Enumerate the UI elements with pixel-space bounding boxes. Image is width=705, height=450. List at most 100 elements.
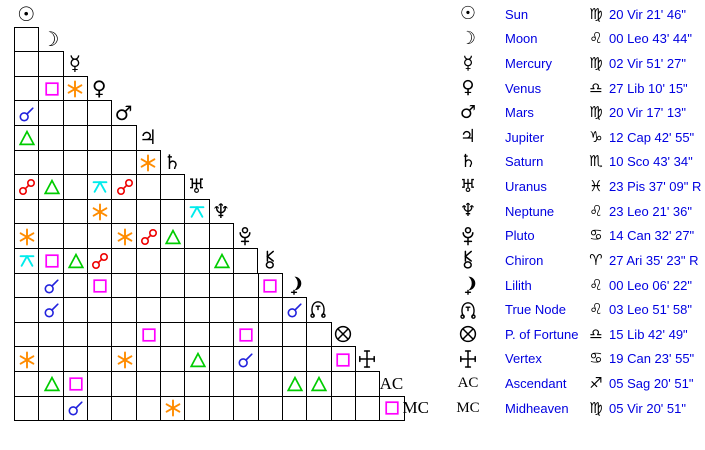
planet-name: Uranus — [505, 179, 547, 195]
empty-aspect-cell-pluto-moon — [38, 223, 64, 249]
planet-position: 05 Vir 20' 51" — [609, 400, 686, 416]
opposition-aspect-uranus-sun — [14, 174, 40, 200]
conjunction-aspect-mc-mercury — [62, 395, 89, 422]
uranus-icon: ♅ — [459, 175, 477, 197]
sextile-aspect-pluto-mars — [111, 223, 137, 249]
planet-row-sun: ☉ Sun ♍ 20 Vir 21' 46" — [453, 2, 701, 27]
trine-aspect-uranus-moon — [38, 174, 64, 200]
virgo-sign-icon: ♍ — [589, 398, 603, 417]
empty-aspect-cell-mc-sun — [14, 395, 40, 422]
scorpio-sign-icon: ♏ — [589, 152, 603, 171]
empty-aspect-cell-mc-chiron — [257, 395, 283, 422]
empty-aspect-cell-lilith-mercury — [62, 272, 89, 299]
empty-aspect-cell-ac-neptune — [208, 371, 235, 397]
empty-aspect-cell-neptune-mercury — [62, 198, 89, 225]
mc-icon: MC — [402, 398, 429, 418]
sextile-aspect-venus-mercury — [62, 75, 89, 102]
libra-sign-icon: ♎ — [589, 78, 603, 97]
planet-position: 27 Lib 10' 15" — [609, 80, 688, 96]
quincunx-aspect-chiron-sun — [14, 248, 40, 274]
venus-icon: ♀ — [91, 76, 107, 101]
empty-aspect-cell-ac-mars — [111, 371, 137, 397]
chiron-icon — [258, 248, 282, 273]
uranus-icon: ♅ — [187, 174, 206, 199]
trine-aspect-vertex-uranus — [184, 346, 210, 372]
trine-aspect-chiron-mercury — [62, 248, 89, 274]
planet-name: Pluto — [505, 228, 535, 244]
empty-aspect-cell-lilith-neptune — [208, 272, 235, 299]
venus-icon: ♀ — [461, 77, 475, 99]
conjunction-aspect-mars-sun — [14, 100, 40, 126]
empty-aspect-cell-pof-uranus — [184, 321, 210, 348]
planet-name: Saturn — [505, 154, 544, 170]
chiron-icon — [453, 250, 483, 270]
virgo-sign-icon: ♍ — [589, 103, 603, 122]
empty-aspect-cell-jupiter-mercury — [62, 125, 89, 151]
trine-aspect-chiron-neptune — [208, 248, 235, 274]
empty-aspect-cell-uranus-mercury — [62, 174, 89, 200]
trine-aspect-ac-moon — [38, 371, 64, 397]
empty-aspect-cell-truenode-mars — [111, 297, 137, 323]
mercury-icon: ☿ — [462, 52, 474, 74]
trine-aspect-jupiter-sun — [14, 125, 40, 151]
empty-aspect-cell-mc-mars — [111, 395, 137, 422]
empty-aspect-cell-truenode-jupiter — [135, 297, 162, 323]
empty-aspect-cell-vertex-neptune — [208, 346, 235, 372]
empty-aspect-cell-saturn-sun — [14, 149, 40, 176]
square-aspect-chiron-moon — [38, 248, 64, 274]
planet-row-mc: MC Midheaven ♍ 05 Vir 20' 51" — [453, 396, 701, 421]
empty-aspect-cell-truenode-pluto — [233, 297, 259, 323]
empty-aspect-cell-mc-pof — [330, 395, 356, 422]
leo-sign-icon: ♌ — [589, 300, 603, 319]
conjunction-aspect-truenode-lilith — [281, 297, 308, 323]
empty-aspect-cell-pof-venus — [87, 321, 113, 348]
square-aspect-lilith-chiron — [257, 272, 283, 299]
empty-aspect-cell-ac-chiron — [257, 371, 283, 397]
planet-position: 12 Cap 42' 55" — [609, 129, 695, 145]
empty-aspect-cell-pluto-venus — [87, 223, 113, 249]
truenode-icon — [306, 297, 330, 322]
empty-aspect-cell-mars-mercury — [62, 100, 89, 126]
mc-icon: MC — [456, 399, 480, 416]
square-aspect-pof-jupiter — [135, 321, 162, 348]
opposition-aspect-chiron-venus — [87, 248, 113, 274]
mars-icon: ♂ — [459, 101, 477, 123]
planet-position: 00 Leo 06' 22" — [609, 277, 693, 293]
empty-aspect-cell-truenode-uranus — [184, 297, 210, 323]
planet-row-uranus: ♅ Uranus ♓ 23 Pis 37' 09" R — [453, 174, 701, 199]
empty-aspect-cell-jupiter-mars — [111, 125, 137, 151]
empty-aspect-cell-lilith-uranus — [184, 272, 210, 299]
libra-sign-icon: ♎ — [589, 324, 603, 343]
planet-row-moon: ☽ Moon ♌ 00 Leo 43' 44" — [453, 27, 701, 52]
planet-position: 19 Can 23' 55" — [609, 351, 695, 367]
empty-aspect-cell-uranus-jupiter — [135, 174, 162, 200]
sun-icon: ☉ — [17, 2, 36, 27]
planet-row-jupiter: ♃ Jupiter ♑ 12 Cap 42' 55" — [453, 125, 701, 150]
empty-aspect-cell-pof-neptune — [208, 321, 235, 348]
empty-aspect-cell-mercury-sun — [14, 51, 40, 77]
empty-aspect-cell-mc-truenode — [306, 395, 332, 422]
planet-name: True Node — [505, 302, 566, 318]
empty-aspect-cell-mc-venus — [87, 395, 113, 422]
empty-aspect-cell-ac-saturn — [160, 371, 186, 397]
trine-aspect-pluto-saturn — [160, 223, 186, 249]
planet-position: 23 Leo 21' 36" — [609, 203, 693, 219]
planet-position: 05 Sag 20' 51" — [609, 375, 694, 391]
capricorn-sign-icon: ♑ — [589, 127, 603, 146]
planet-position: 15 Lib 42' 49" — [609, 326, 688, 342]
sextile-aspect-vertex-sun — [14, 346, 40, 372]
empty-aspect-cell-pluto-uranus — [184, 223, 210, 249]
virgo-sign-icon: ♍ — [589, 4, 603, 23]
empty-aspect-cell-mc-vertex — [354, 395, 381, 422]
empty-aspect-cell-saturn-moon — [38, 149, 64, 176]
planet-position: 14 Can 32' 27" — [609, 228, 695, 244]
empty-aspect-cell-vertex-lilith — [281, 346, 308, 372]
square-aspect-pof-pluto — [233, 321, 259, 348]
planet-row-pof: P. of Fortune ♎ 15 Lib 42' 49" — [453, 322, 701, 347]
sun-icon: ☉ — [459, 3, 477, 25]
empty-aspect-cell-lilith-saturn — [160, 272, 186, 299]
planet-row-lilith: Lilith ♌ 00 Leo 06' 22" — [453, 273, 701, 298]
empty-aspect-cell-truenode-neptune — [208, 297, 235, 323]
empty-aspect-cell-chiron-saturn — [160, 248, 186, 274]
empty-aspect-cell-pluto-neptune — [208, 223, 235, 249]
